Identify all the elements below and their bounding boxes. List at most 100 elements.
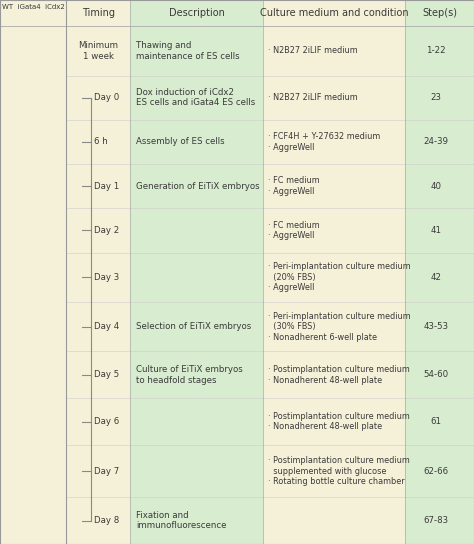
Text: · N2B27 2iLIF medium: · N2B27 2iLIF medium bbox=[268, 93, 357, 102]
Bar bbox=[263, 26, 405, 76]
Text: 43-53: 43-53 bbox=[424, 322, 449, 331]
Text: 6 h: 6 h bbox=[93, 138, 107, 146]
Bar bbox=[66, 164, 130, 208]
Text: Day 8: Day 8 bbox=[93, 516, 119, 525]
Bar bbox=[405, 398, 474, 445]
Bar bbox=[263, 208, 405, 252]
Bar bbox=[263, 76, 405, 120]
Text: 40: 40 bbox=[431, 182, 442, 190]
Text: Day 3: Day 3 bbox=[93, 273, 119, 282]
Bar bbox=[263, 0, 405, 26]
Bar bbox=[263, 351, 405, 398]
Text: Generation of EiTiX embryos: Generation of EiTiX embryos bbox=[136, 182, 260, 190]
Bar bbox=[66, 497, 130, 544]
Bar bbox=[130, 76, 263, 120]
Bar bbox=[263, 445, 405, 497]
Text: · FC medium
· AggreWell: · FC medium · AggreWell bbox=[268, 176, 319, 196]
Text: · FC medium
· AggreWell: · FC medium · AggreWell bbox=[268, 221, 319, 240]
Text: Day 6: Day 6 bbox=[93, 417, 119, 426]
Text: 61: 61 bbox=[431, 417, 442, 426]
Text: Description: Description bbox=[169, 8, 225, 18]
Text: · Postimplantation culture medium
  supplemented with glucose
· Rotating bottle : · Postimplantation culture medium supple… bbox=[268, 456, 410, 486]
Text: WT  iGata4  iCdx2: WT iGata4 iCdx2 bbox=[2, 4, 65, 10]
Text: 42: 42 bbox=[431, 273, 442, 282]
Bar bbox=[130, 302, 263, 351]
Text: Day 2: Day 2 bbox=[93, 226, 119, 235]
Bar bbox=[130, 351, 263, 398]
Text: Day 4: Day 4 bbox=[93, 322, 119, 331]
Text: · Postimplantation culture medium
· Nonadherent 48-well plate: · Postimplantation culture medium · Nona… bbox=[268, 412, 410, 431]
Bar bbox=[130, 0, 263, 26]
Bar bbox=[0, 398, 66, 445]
Bar bbox=[263, 497, 405, 544]
Text: Thawing and
maintenance of ES cells: Thawing and maintenance of ES cells bbox=[136, 41, 240, 60]
Text: · FCF4H + Y-27632 medium
· AggreWell: · FCF4H + Y-27632 medium · AggreWell bbox=[268, 132, 380, 152]
Bar bbox=[66, 302, 130, 351]
Bar bbox=[0, 0, 66, 26]
Bar bbox=[405, 208, 474, 252]
Bar bbox=[0, 120, 66, 164]
Bar bbox=[405, 351, 474, 398]
Text: Day 1: Day 1 bbox=[93, 182, 119, 190]
Bar bbox=[405, 120, 474, 164]
Bar bbox=[0, 252, 66, 302]
Bar bbox=[66, 0, 130, 26]
Bar bbox=[130, 164, 263, 208]
Text: 1-22: 1-22 bbox=[427, 46, 446, 55]
Bar bbox=[405, 76, 474, 120]
Bar bbox=[66, 26, 130, 76]
Text: Day 0: Day 0 bbox=[93, 93, 119, 102]
Bar bbox=[0, 351, 66, 398]
Text: Day 5: Day 5 bbox=[93, 370, 119, 379]
Text: 41: 41 bbox=[431, 226, 442, 235]
Bar bbox=[405, 0, 474, 26]
Bar bbox=[66, 120, 130, 164]
Bar bbox=[66, 0, 474, 544]
Text: · Postimplantation culture medium
· Nonadherent 48-well plate: · Postimplantation culture medium · Nona… bbox=[268, 365, 410, 385]
Text: · N2B27 2iLIF medium: · N2B27 2iLIF medium bbox=[268, 46, 357, 55]
Bar bbox=[0, 26, 66, 76]
Bar bbox=[130, 252, 263, 302]
Bar bbox=[0, 445, 66, 497]
Text: · Peri-implantation culture medium
  (20% FBS)
· AggreWell: · Peri-implantation culture medium (20% … bbox=[268, 262, 410, 292]
Text: 24-39: 24-39 bbox=[424, 138, 449, 146]
Bar bbox=[66, 76, 130, 120]
Text: Timing: Timing bbox=[82, 8, 115, 18]
Text: Culture medium and condition: Culture medium and condition bbox=[260, 8, 409, 18]
Text: Culture of EiTiX embryos
to headfold stages: Culture of EiTiX embryos to headfold sta… bbox=[136, 365, 243, 385]
Text: · Peri-implantation culture medium
  (30% FBS)
· Nonadherent 6-well plate: · Peri-implantation culture medium (30% … bbox=[268, 312, 410, 342]
Bar bbox=[405, 26, 474, 76]
Bar bbox=[130, 398, 263, 445]
Text: 54-60: 54-60 bbox=[424, 370, 449, 379]
Bar bbox=[0, 302, 66, 351]
Bar bbox=[130, 120, 263, 164]
Bar bbox=[0, 208, 66, 252]
Bar bbox=[66, 398, 130, 445]
Bar bbox=[263, 164, 405, 208]
Bar bbox=[263, 398, 405, 445]
Text: Assembly of ES cells: Assembly of ES cells bbox=[136, 138, 225, 146]
Bar bbox=[405, 164, 474, 208]
Text: Dox induction of iCdx2
ES cells and iGata4 ES cells: Dox induction of iCdx2 ES cells and iGat… bbox=[136, 88, 255, 107]
Bar bbox=[263, 120, 405, 164]
Bar bbox=[0, 164, 66, 208]
Bar bbox=[405, 497, 474, 544]
Text: Minimum
1 week: Minimum 1 week bbox=[78, 41, 118, 60]
Bar bbox=[263, 252, 405, 302]
Text: Selection of EiTiX embryos: Selection of EiTiX embryos bbox=[136, 322, 251, 331]
Bar bbox=[130, 445, 263, 497]
Bar bbox=[263, 302, 405, 351]
Bar bbox=[66, 445, 130, 497]
Bar bbox=[130, 208, 263, 252]
Bar bbox=[66, 252, 130, 302]
Text: Step(s): Step(s) bbox=[422, 8, 457, 18]
Text: 67-83: 67-83 bbox=[424, 516, 449, 525]
Text: Day 7: Day 7 bbox=[93, 467, 119, 475]
Bar bbox=[405, 252, 474, 302]
Bar bbox=[66, 351, 130, 398]
Text: Fixation and
immunofluorescence: Fixation and immunofluorescence bbox=[136, 511, 227, 530]
Text: 62-66: 62-66 bbox=[424, 467, 449, 475]
Bar bbox=[130, 497, 263, 544]
Text: 23: 23 bbox=[431, 93, 442, 102]
Bar bbox=[0, 497, 66, 544]
